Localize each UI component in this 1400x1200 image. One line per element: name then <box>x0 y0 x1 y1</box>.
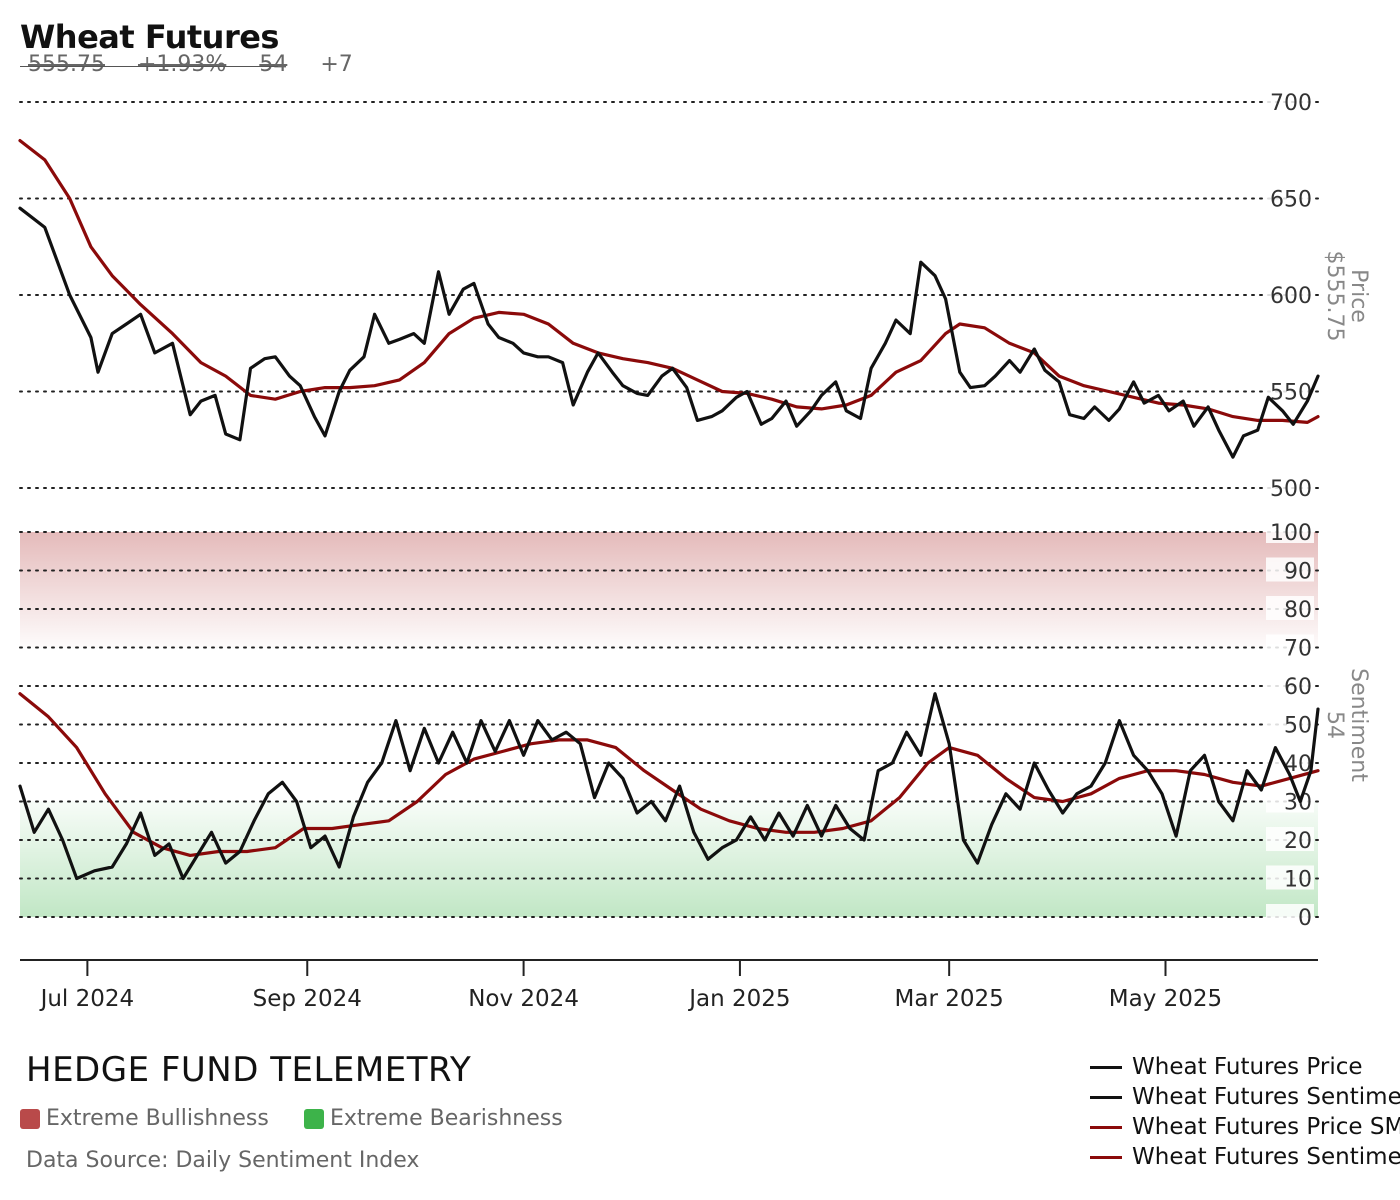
wheat-futures-price-sma-line <box>18 139 1320 424</box>
sentiment-tick-bg <box>1266 788 1314 813</box>
price-tick-bg <box>1266 89 1314 113</box>
legend-label-sentiment: Wheat Futures Sentiment <box>1132 1084 1400 1110</box>
sentiment-tick-bg <box>1266 519 1314 543</box>
legend-label-price-sma: Wheat Futures Price SMA <box>1132 1114 1400 1140</box>
summary-strike-line <box>20 66 278 67</box>
key-bullish-label: Extreme Bullishness <box>46 1106 269 1131</box>
price-axis-label: Price$555.75 <box>1322 251 1371 342</box>
brand-name: HEDGE FUND TELEMETRY <box>26 1050 472 1090</box>
x-axis-tick-label: Mar 2025 <box>895 986 1004 1012</box>
x-axis-tick-label: May 2025 <box>1109 986 1222 1012</box>
legend-item-price-sma[interactable]: Wheat Futures Price SMA <box>1090 1112 1400 1142</box>
legend-item-sentiment[interactable]: Wheat Futures Sentiment <box>1090 1082 1400 1112</box>
extreme-bearish-zone <box>20 801 1318 917</box>
price-tick-bg <box>1266 282 1314 306</box>
x-axis-tick-label: Jan 2025 <box>687 986 790 1012</box>
key-bullish: Extreme Bullishness <box>20 1106 269 1131</box>
sentiment-tick-bg <box>1266 865 1314 890</box>
chart-title: Wheat Futures <box>20 18 279 56</box>
sentiment-tick-label: 100 <box>1270 521 1312 546</box>
x-axis-tick-label: Sep 2024 <box>253 986 362 1012</box>
key-bearish-label: Extreme Bearishness <box>330 1106 563 1131</box>
extreme-bullish-zone <box>20 532 1318 648</box>
price-axis-label-value: $555.75 <box>1322 251 1347 342</box>
price-tick-label: 600 <box>1270 284 1312 309</box>
wheat-futures-sentiment-line <box>18 692 1320 881</box>
price-tick-bg <box>1266 378 1314 403</box>
legend-line-sentiment <box>1090 1095 1122 1099</box>
sentiment-tick-label: 20 <box>1284 829 1312 854</box>
legend-label-sentiment-sma: Wheat Futures Sentiment SMA <box>1132 1144 1400 1170</box>
sentiment-tick-label: 70 <box>1284 637 1312 662</box>
legend-item-sentiment-sma[interactable]: Wheat Futures Sentiment SMA <box>1090 1142 1400 1172</box>
data-source: Data Source: Daily Sentiment Index <box>26 1148 420 1173</box>
sentiment-axis-label-title: Sentiment <box>1346 668 1371 782</box>
sentiment-value: 54 <box>259 52 288 77</box>
price-tick-bg <box>1266 475 1314 499</box>
price-tick-label: 500 <box>1270 477 1312 502</box>
sentiment-tick-label: 10 <box>1284 868 1312 893</box>
price-tick-bg <box>1266 185 1314 210</box>
x-axis-tick-label: Jul 2024 <box>39 986 135 1012</box>
sentiment-tick-bg <box>1266 904 1314 928</box>
sentiment-tick-label: 90 <box>1284 560 1312 585</box>
legend-line-price-sma <box>1090 1125 1122 1129</box>
price-tick-label: 650 <box>1270 188 1312 213</box>
sentiment-tick-label: 80 <box>1284 598 1312 623</box>
legend-item-price[interactable]: Wheat Futures Price <box>1090 1052 1400 1082</box>
sentiment-tick-label: 60 <box>1284 675 1312 700</box>
wheat-futures-price-line <box>18 206 1320 459</box>
price-value: 555.75 <box>28 52 105 77</box>
sentiment-tick-label: 0 <box>1298 906 1312 931</box>
x-axis-tick-label: Nov 2024 <box>468 986 579 1012</box>
sentiment-tick-bg <box>1266 557 1314 582</box>
sentiment-tick-bg <box>1266 596 1314 620</box>
sentiment-tick-bg <box>1266 634 1314 659</box>
legend-line-price <box>1090 1065 1122 1069</box>
price-axis-label-title: Price <box>1346 269 1371 323</box>
price-tick-label: 550 <box>1270 381 1312 406</box>
legend-line-sentiment-sma <box>1090 1155 1122 1159</box>
summary-line: 555.75 +1.93% 54 +7 <box>28 52 379 77</box>
key-bearish: Extreme Bearishness <box>304 1106 563 1131</box>
bearish-swatch <box>304 1108 324 1129</box>
sentiment-change: +7 <box>320 52 353 77</box>
series-legend: Wheat Futures Price Wheat Futures Sentim… <box>1090 1052 1400 1172</box>
legend-label-price: Wheat Futures Price <box>1132 1054 1363 1080</box>
sentiment-axis-label-value: 54 <box>1322 711 1347 739</box>
bullish-swatch <box>20 1108 40 1129</box>
sentiment-tick-bg <box>1266 827 1314 851</box>
sentiment-tick-bg <box>1266 711 1314 736</box>
sentiment-tick-bg <box>1266 673 1314 697</box>
price-tick-label: 700 <box>1270 91 1312 116</box>
sentiment-tick-label: 50 <box>1284 714 1312 739</box>
change-percent: +1.93% <box>137 52 227 77</box>
